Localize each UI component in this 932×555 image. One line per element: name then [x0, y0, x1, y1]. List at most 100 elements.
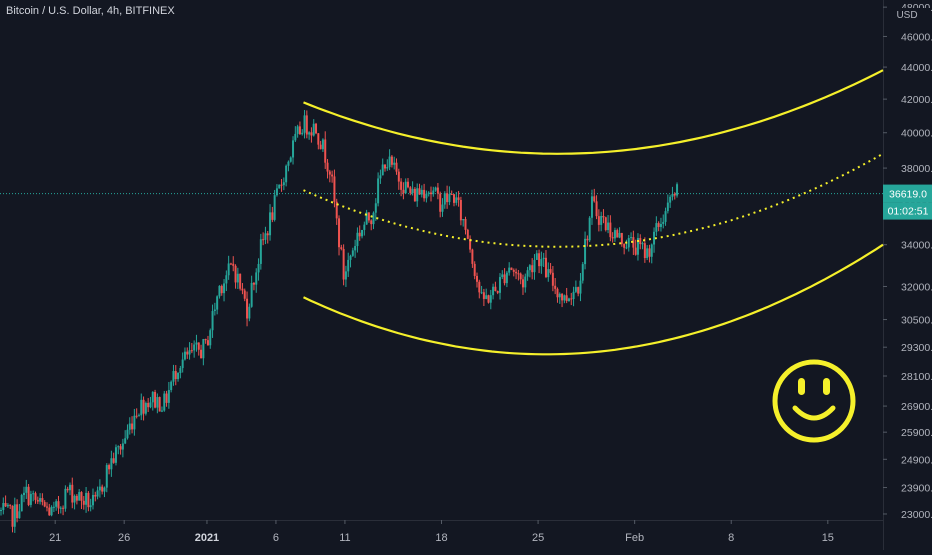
candle-body — [218, 285, 221, 297]
candle-body — [462, 219, 465, 221]
candle-body — [446, 193, 449, 203]
candle-body — [384, 164, 387, 169]
candle-body — [278, 184, 281, 189]
candle-body — [335, 201, 338, 219]
candle-body — [22, 492, 25, 495]
candle-body — [287, 161, 290, 166]
candle-body — [186, 351, 189, 355]
candle-body — [595, 201, 598, 217]
candle-body — [498, 277, 501, 293]
candle-body — [393, 162, 396, 165]
candle-body — [367, 212, 370, 221]
candle-body — [55, 501, 58, 507]
candle-body — [289, 157, 292, 162]
candle-body — [648, 248, 651, 257]
candle-body — [133, 415, 136, 430]
candle-body — [16, 504, 19, 519]
candle-body — [151, 391, 154, 403]
candle-body — [544, 257, 547, 278]
candle-body — [402, 189, 405, 194]
candle-body — [220, 285, 223, 294]
candle-body — [96, 490, 99, 497]
candle-body — [420, 189, 423, 195]
candle-body — [239, 273, 242, 289]
candle-body — [298, 126, 301, 135]
candle-body — [496, 290, 499, 293]
candle-body — [25, 486, 28, 493]
candle-body — [377, 178, 380, 204]
candle-body — [140, 399, 143, 416]
time-tick-label: 2021 — [195, 532, 219, 544]
candle-body — [73, 495, 76, 503]
chart-title: Bitcoin / U.S. Dollar, 4h, BITFINEX — [6, 5, 175, 17]
candle-body — [450, 194, 453, 196]
candle-body — [121, 443, 124, 450]
middle-channel-curve — [303, 152, 884, 248]
candle-body — [124, 438, 127, 444]
candle-body — [572, 291, 575, 300]
candle-body — [135, 415, 138, 417]
candle-body — [664, 211, 667, 222]
candle-body — [57, 501, 60, 509]
price-tick-label: 23900.0 — [901, 483, 932, 495]
candle-body — [216, 296, 219, 310]
candle-body — [59, 507, 62, 509]
candle-body — [528, 265, 531, 271]
candle-body — [556, 288, 559, 298]
candle-body — [158, 397, 161, 412]
candle-body — [32, 493, 35, 495]
candle-body — [4, 502, 7, 507]
candle-body — [280, 184, 283, 186]
candle-body — [11, 505, 14, 527]
price-tick-label: 40000.0 — [901, 128, 932, 140]
candle-body — [508, 267, 511, 273]
candle-body — [45, 506, 48, 508]
candle-body — [457, 197, 460, 200]
candle-body — [331, 174, 334, 177]
candle-body — [324, 139, 327, 163]
candle-body — [114, 447, 117, 463]
candle-body — [89, 505, 92, 508]
candle-body — [246, 298, 249, 319]
candle-body — [50, 506, 53, 516]
candle-body — [590, 196, 593, 218]
candle-body — [62, 507, 65, 509]
candle-body — [308, 132, 311, 135]
candle-body — [466, 229, 469, 239]
candle-body — [510, 267, 513, 271]
candle-body — [354, 246, 357, 251]
time-tick-label: 15 — [822, 532, 834, 544]
candle-body — [128, 423, 131, 430]
candle-body — [551, 272, 554, 286]
candle-body — [586, 238, 589, 241]
price-unit-label: USD — [896, 10, 917, 21]
candle-body — [549, 269, 552, 273]
candle-body — [492, 286, 495, 296]
price-tick-label: 29300.0 — [901, 342, 932, 354]
candle-body — [190, 350, 193, 352]
candle-body — [475, 275, 478, 282]
candle-body — [452, 194, 455, 203]
candle-body — [285, 165, 288, 183]
candle-body — [540, 259, 543, 267]
candle-body — [356, 232, 359, 247]
candle-body — [241, 288, 244, 291]
candle-body — [669, 196, 672, 203]
candle-body — [117, 446, 120, 448]
candle-body — [232, 263, 235, 266]
candle-body — [584, 238, 587, 265]
candle-body — [9, 504, 12, 506]
candle-body — [87, 492, 90, 508]
smiley-mouth — [792, 405, 836, 421]
candle-body — [66, 488, 69, 491]
candle-body — [531, 265, 534, 273]
candle-body — [441, 204, 444, 212]
candle-body — [517, 273, 520, 275]
candle-body — [36, 499, 39, 502]
candle-body — [567, 298, 570, 302]
candle-body — [259, 239, 262, 264]
candle-body — [225, 275, 228, 284]
lower-channel-curve — [303, 243, 884, 356]
